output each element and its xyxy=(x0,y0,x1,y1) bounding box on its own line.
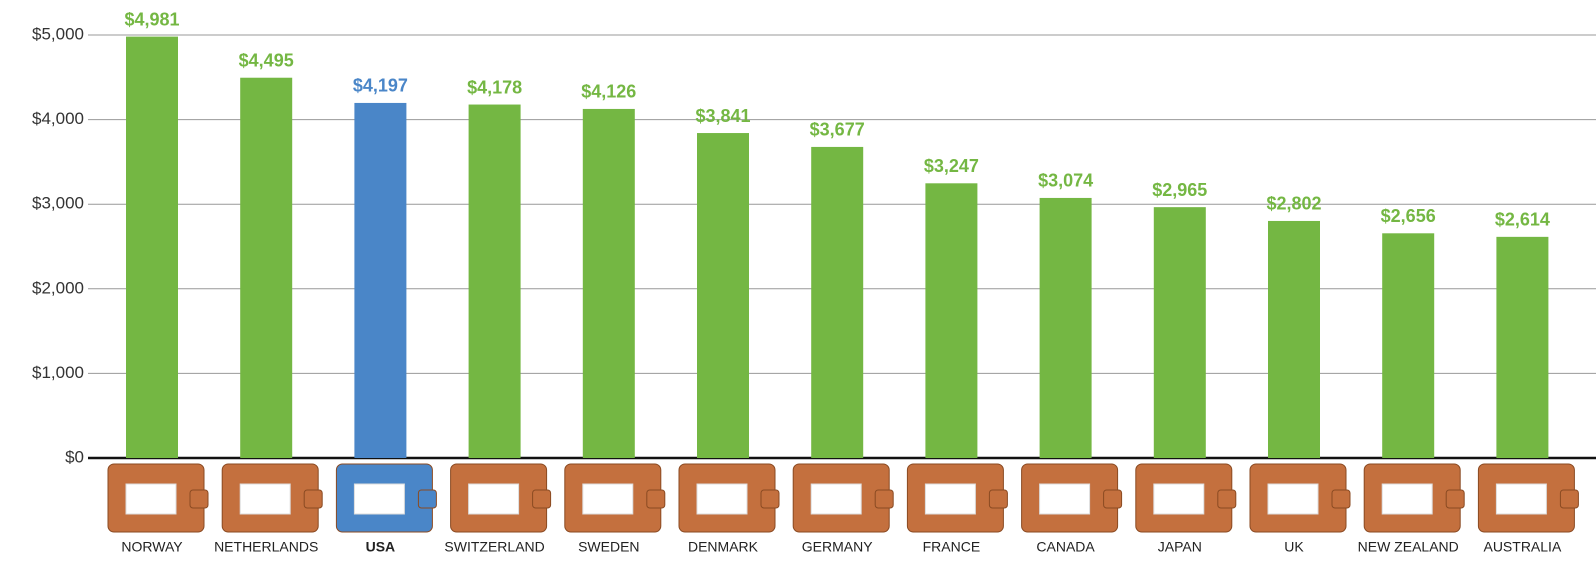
x-tick-label: SWEDEN xyxy=(578,539,639,555)
flag xyxy=(125,483,177,515)
wallet-strap xyxy=(988,489,1008,509)
flag xyxy=(353,483,405,515)
x-tick-label: DENMARK xyxy=(688,539,759,555)
flag xyxy=(1153,483,1205,515)
x-tick-label: AUSTRALIA xyxy=(1483,539,1561,555)
flag xyxy=(239,483,291,515)
x-tick-label: NORWAY xyxy=(121,539,183,555)
flag xyxy=(1495,483,1547,515)
value-label: $4,178 xyxy=(467,77,522,97)
wallet-strap xyxy=(303,489,323,509)
bar xyxy=(811,146,864,459)
value-label: $4,981 xyxy=(124,9,179,29)
bar xyxy=(354,102,407,458)
value-label: $4,495 xyxy=(239,50,294,70)
x-tick-label: FRANCE xyxy=(923,539,981,555)
x-tick-label: NETHERLANDS xyxy=(214,539,318,555)
x-tick-label: JAPAN xyxy=(1158,539,1202,555)
bar xyxy=(240,77,293,459)
wallet-strap xyxy=(1445,489,1465,509)
value-label: $4,126 xyxy=(581,82,636,102)
flag xyxy=(1381,483,1433,515)
bar xyxy=(468,104,521,458)
bar xyxy=(1039,197,1092,458)
value-label: $4,197 xyxy=(353,76,408,96)
bar xyxy=(126,36,178,459)
value-label: $2,802 xyxy=(1266,194,1321,214)
x-tick-label: NEW ZEALAND xyxy=(1358,539,1459,555)
flag xyxy=(468,483,520,515)
wallet-strap xyxy=(874,489,894,509)
value-label: $2,656 xyxy=(1381,206,1436,226)
value-label: $2,614 xyxy=(1495,210,1550,230)
bar xyxy=(1153,207,1206,458)
wallet-strap xyxy=(1103,489,1123,509)
wallet-strap xyxy=(1331,489,1351,509)
wallet-strap xyxy=(189,489,209,509)
y-tick-label: $5,000 xyxy=(32,24,84,43)
x-tick-label: UK xyxy=(1284,539,1304,555)
value-label: $2,965 xyxy=(1152,180,1207,200)
x-tick-label: SWITZERLAND xyxy=(444,539,544,555)
flag xyxy=(696,483,748,515)
flag xyxy=(582,483,634,515)
wallet-strap xyxy=(1559,489,1579,509)
flag xyxy=(1267,483,1319,515)
bar xyxy=(1268,220,1320,458)
y-tick-label: $4,000 xyxy=(32,109,84,128)
wallet-strap xyxy=(417,489,437,509)
bar xyxy=(697,133,749,459)
flag xyxy=(924,483,976,515)
bar xyxy=(582,108,635,458)
x-tick-label: GERMANY xyxy=(802,539,873,555)
wallet-strap xyxy=(1217,489,1237,509)
bar xyxy=(1382,233,1435,458)
flag xyxy=(1039,483,1091,515)
x-tick-label: USA xyxy=(366,539,396,555)
value-label: $3,074 xyxy=(1038,171,1093,191)
x-tick-label: CANADA xyxy=(1036,539,1095,555)
y-tick-label: $3,000 xyxy=(32,194,84,213)
value-label: $3,841 xyxy=(695,106,750,126)
y-tick-label: $2,000 xyxy=(32,278,84,297)
value-label: $3,677 xyxy=(810,120,865,140)
wallet-strap xyxy=(760,489,780,509)
bar xyxy=(925,183,978,458)
y-tick-label: $1,000 xyxy=(32,363,84,382)
wallet-strap xyxy=(646,489,666,509)
value-label: $3,247 xyxy=(924,156,979,176)
wallet-strap xyxy=(532,489,552,509)
flag xyxy=(810,483,862,515)
bar xyxy=(1496,236,1549,458)
y-tick-label: $0 xyxy=(65,447,84,466)
